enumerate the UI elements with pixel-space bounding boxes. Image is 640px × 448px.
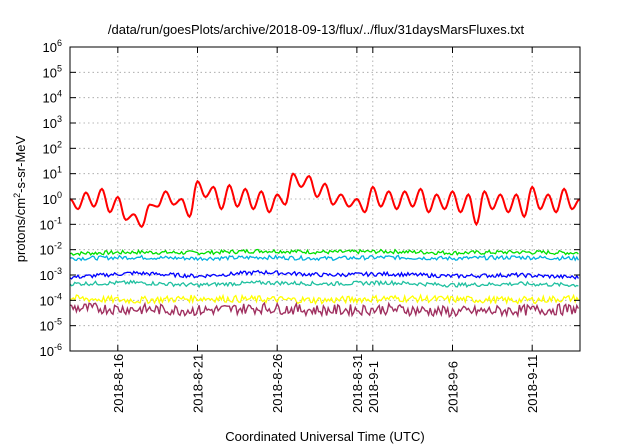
- y-axis-label-base: protons/cm: [13, 198, 28, 262]
- y-tick-label: 106: [43, 38, 62, 55]
- series-line-red: [69, 172, 581, 229]
- y-axis-label: protons/cm2-s-sr-MeV: [12, 135, 28, 262]
- series-line-yellow: [69, 293, 579, 306]
- series-line-teal: [69, 279, 579, 289]
- y-tick-base: 10: [43, 65, 57, 80]
- y-tick-exp: -2: [54, 241, 62, 251]
- y-tick-label: 10-5: [40, 317, 62, 334]
- y-tick-base: 10: [40, 243, 54, 258]
- y-tick-base: 10: [43, 116, 57, 131]
- y-tick-base: 10: [43, 141, 57, 156]
- y-tick-label: 10-6: [40, 342, 62, 359]
- y-axis-label-sup: 2: [12, 193, 22, 198]
- data-series: [69, 172, 581, 319]
- x-tick-label: 2018-8-31: [350, 354, 365, 413]
- y-tick-label: 10-1: [40, 215, 62, 232]
- y-tick-exp: 1: [57, 165, 62, 175]
- y-tick-exp: 5: [57, 63, 62, 73]
- y-tick-exp: 4: [57, 89, 62, 99]
- x-axis-label: Coordinated Universal Time (UTC): [225, 429, 424, 444]
- x-tick-label: 2018-8-21: [191, 354, 206, 413]
- y-tick-exp: 2: [57, 139, 62, 149]
- y-tick-exp: -1: [54, 215, 62, 225]
- chart-title: /data/run/goesPlots/archive/2018-09-13/f…: [108, 22, 525, 37]
- series-line-blue: [69, 269, 579, 280]
- y-tick-base: 10: [40, 344, 54, 359]
- y-tick-exp: 0: [57, 190, 62, 200]
- y-tick-exp: 6: [57, 38, 62, 48]
- y-tick-label: 10-4: [40, 291, 62, 308]
- y-tick-label: 100: [43, 190, 62, 207]
- y-tick-label: 10-3: [40, 266, 62, 283]
- y-axis-label-rest: -s-sr-MeV: [13, 135, 28, 192]
- x-tick-label: 2018-9-6: [446, 361, 461, 413]
- x-tick-label: 2018-8-26: [270, 354, 285, 413]
- x-axis: 2018-8-16 2018-8-21 2018-8-26 2018-8-31 2018…: [111, 47, 540, 413]
- y-tick-base: 10: [43, 40, 57, 55]
- y-axis: 10-610-510-410-310-210-11001011021031041…: [40, 38, 580, 359]
- y-tick-label: 102: [43, 139, 62, 156]
- y-tick-exp: -3: [54, 266, 62, 276]
- x-tick-label: 2018-9-11: [525, 355, 540, 413]
- y-tick-base: 10: [40, 217, 54, 232]
- y-tick-label: 103: [43, 114, 62, 131]
- series-line-cyan: [69, 254, 579, 262]
- y-tick-label: 101: [43, 165, 62, 182]
- y-tick-label: 10-2: [40, 241, 62, 258]
- y-tick-base: 10: [40, 268, 54, 283]
- y-tick-base: 10: [40, 319, 54, 334]
- y-tick-base: 10: [43, 167, 57, 182]
- y-tick-exp: -6: [54, 342, 62, 352]
- y-tick-exp: -4: [54, 291, 62, 301]
- y-tick-exp: -5: [54, 317, 62, 327]
- y-tick-base: 10: [43, 192, 57, 207]
- y-tick-base: 10: [40, 293, 54, 308]
- series-line-purple: [69, 301, 580, 319]
- y-tick-base: 10: [43, 91, 57, 106]
- series-line-green: [69, 248, 579, 257]
- x-tick-label: 2018-8-16: [111, 354, 126, 413]
- y-tick-label: 105: [43, 63, 62, 80]
- y-tick-label: 104: [43, 89, 62, 106]
- y-tick-exp: 3: [57, 114, 62, 124]
- x-tick-label: 2018-9-1: [366, 361, 381, 413]
